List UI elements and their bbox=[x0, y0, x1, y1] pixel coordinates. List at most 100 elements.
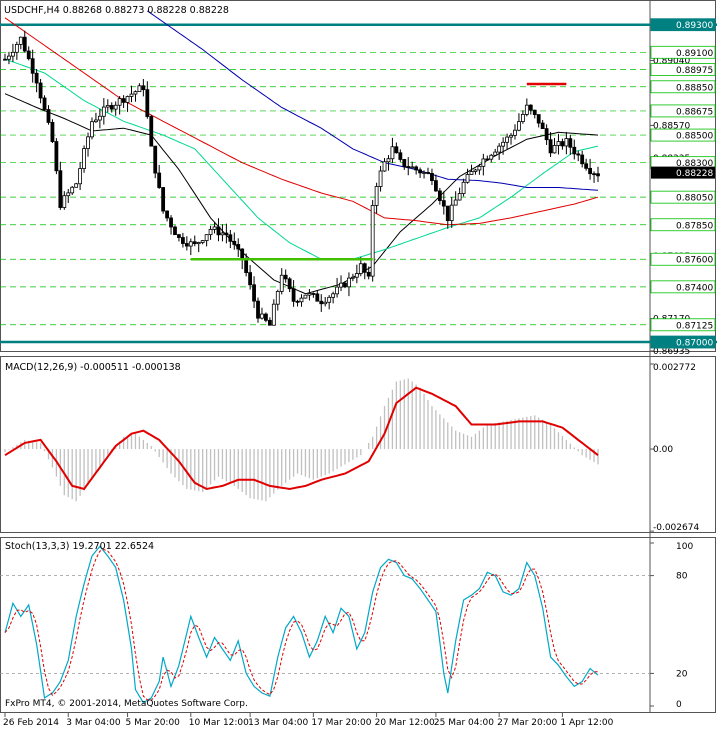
candle-body bbox=[303, 294, 308, 299]
candle-body bbox=[133, 91, 138, 95]
candle bbox=[501, 137, 506, 155]
candle bbox=[212, 221, 217, 234]
candle bbox=[66, 188, 71, 204]
candle-body bbox=[509, 134, 513, 138]
candle bbox=[532, 109, 537, 119]
candle-body bbox=[386, 158, 391, 163]
candle-body bbox=[564, 138, 569, 147]
candle-body bbox=[109, 105, 114, 110]
candle bbox=[200, 239, 205, 245]
price-tick-label: 0.86935 bbox=[653, 347, 690, 357]
candle bbox=[54, 138, 59, 175]
candle bbox=[34, 68, 39, 93]
candle-body bbox=[283, 274, 288, 280]
candle-body bbox=[497, 145, 502, 153]
candle-body bbox=[208, 228, 213, 236]
stoch-k-line bbox=[4, 545, 599, 704]
candles bbox=[3, 30, 600, 326]
candle-body bbox=[501, 141, 506, 147]
candle bbox=[426, 167, 430, 175]
candle-body bbox=[445, 205, 450, 222]
candle bbox=[228, 229, 233, 249]
candle bbox=[350, 273, 355, 282]
candle-body bbox=[70, 186, 75, 194]
candle bbox=[26, 46, 31, 61]
candle bbox=[97, 108, 102, 129]
price-tag-label: 0.88975 bbox=[676, 66, 713, 76]
price-tag-label: 0.87850 bbox=[676, 221, 713, 231]
candle bbox=[548, 132, 553, 158]
candle bbox=[267, 317, 272, 326]
time-tick-label: 10 Mar 12:00 bbox=[189, 718, 249, 728]
price-tag-label: 0.88500 bbox=[676, 132, 713, 142]
candle-body bbox=[544, 128, 549, 141]
candle-body bbox=[548, 139, 553, 154]
candle-body bbox=[7, 55, 11, 60]
candle-body bbox=[267, 319, 272, 326]
candle bbox=[173, 225, 177, 236]
price-tag-box bbox=[650, 190, 716, 204]
candle-body bbox=[101, 106, 106, 117]
candle bbox=[564, 131, 569, 155]
candle bbox=[279, 268, 284, 295]
candle bbox=[453, 191, 458, 206]
time-tick-label: 13 Mar 04:00 bbox=[248, 718, 308, 728]
price-tag-box bbox=[650, 335, 716, 349]
candle-body bbox=[86, 136, 90, 149]
candle bbox=[378, 165, 383, 192]
candle-body bbox=[485, 158, 490, 161]
candle-body bbox=[398, 152, 403, 160]
candle bbox=[129, 85, 134, 103]
candle bbox=[78, 161, 83, 191]
candle-body bbox=[82, 148, 86, 169]
candle bbox=[196, 241, 201, 253]
candle-body bbox=[390, 146, 395, 160]
candle bbox=[220, 224, 225, 242]
price-tag-label: 0.88050 bbox=[676, 194, 713, 204]
candle bbox=[422, 170, 426, 179]
candle-body bbox=[576, 153, 581, 156]
candle bbox=[497, 143, 502, 160]
candle bbox=[347, 272, 351, 297]
candle-body bbox=[536, 114, 541, 124]
candle-body bbox=[418, 169, 423, 174]
candle bbox=[441, 191, 446, 215]
price-tag-label: 0.88675 bbox=[676, 107, 713, 117]
candle-body bbox=[354, 273, 359, 278]
candle-body bbox=[137, 85, 142, 93]
candle-body bbox=[422, 172, 426, 174]
candle bbox=[22, 30, 27, 53]
time-tick-label: 17 Mar 20:00 bbox=[311, 718, 371, 728]
candle bbox=[3, 53, 7, 61]
candle bbox=[449, 196, 454, 228]
candle-body bbox=[394, 146, 399, 154]
candle-body bbox=[307, 293, 312, 296]
candle-body bbox=[461, 181, 466, 194]
macd-tick-label: -0.002674 bbox=[653, 523, 699, 533]
candle-body bbox=[46, 109, 51, 123]
candle bbox=[505, 133, 509, 150]
candle bbox=[236, 238, 241, 257]
candle bbox=[489, 153, 494, 163]
candle-body bbox=[588, 167, 592, 175]
candle bbox=[560, 138, 565, 150]
candle bbox=[331, 291, 336, 304]
candle bbox=[149, 114, 154, 147]
candle-body bbox=[279, 274, 284, 292]
candle-body bbox=[260, 313, 264, 319]
candle bbox=[177, 233, 181, 242]
candle bbox=[11, 43, 15, 62]
candle bbox=[481, 153, 486, 176]
price-tag-label: 0.87125 bbox=[676, 321, 713, 331]
candle-body bbox=[200, 240, 205, 243]
current-price-tag bbox=[651, 166, 715, 179]
candle-body bbox=[315, 293, 320, 302]
candle bbox=[50, 119, 55, 144]
candle bbox=[90, 117, 94, 140]
candle bbox=[457, 187, 462, 201]
price-tag-box bbox=[650, 45, 716, 59]
candle-body bbox=[505, 136, 509, 143]
candle bbox=[204, 234, 209, 247]
candle bbox=[588, 158, 592, 180]
